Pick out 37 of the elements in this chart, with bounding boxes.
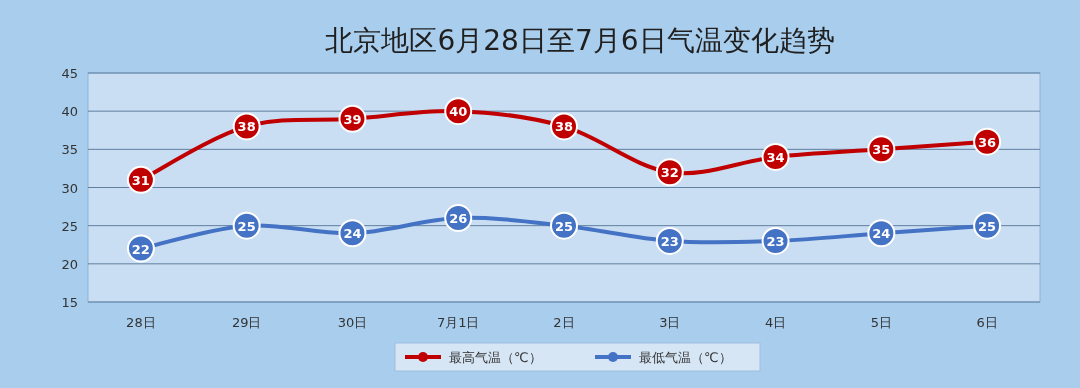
x-tick-label: 4日 — [764, 315, 787, 330]
x-tick-label: 28日 — [126, 315, 156, 330]
legend-label: 最低气温（℃） — [639, 350, 732, 365]
data-label: 32 — [660, 165, 679, 181]
data-label: 40 — [449, 104, 468, 120]
y-tick-label: 40 — [61, 104, 78, 120]
data-label: 31 — [131, 172, 150, 188]
data-label: 36 — [978, 134, 997, 150]
data-label: 34 — [766, 149, 785, 165]
data-label: 25 — [554, 218, 574, 234]
data-label: 24 — [872, 226, 891, 242]
x-tick-label: 7月1日 — [436, 315, 480, 330]
data-label: 24 — [343, 226, 362, 242]
data-label: 25 — [237, 218, 256, 234]
data-label: 39 — [343, 111, 362, 127]
data-label: 38 — [237, 119, 256, 135]
x-tick-label: 6日 — [976, 315, 998, 330]
data-label: 25 — [978, 218, 997, 234]
y-tick-label: 30 — [61, 180, 78, 196]
data-label: 26 — [449, 211, 468, 227]
y-tick-label: 20 — [61, 256, 78, 272]
x-tick-label: 5日 — [870, 315, 892, 330]
x-tick-label: 29日 — [231, 315, 262, 330]
x-tick-label: 2日 — [553, 315, 575, 330]
legend-label: 最高气温（℃） — [449, 350, 542, 365]
x-tick-label: 3日 — [659, 315, 681, 330]
y-tick-label: 45 — [61, 66, 78, 81]
data-label: 35 — [872, 142, 891, 158]
y-tick-label: 25 — [61, 218, 78, 234]
y-tick-label: 35 — [61, 142, 78, 158]
y-tick-label: 15 — [61, 295, 78, 310]
data-label: 23 — [766, 233, 785, 249]
data-label: 22 — [131, 241, 150, 257]
data-label: 38 — [554, 119, 574, 135]
x-tick-label: 30日 — [337, 315, 368, 330]
chart-title: 北京地区6月28日至7月6日气温变化趋势 — [325, 24, 835, 57]
data-label: 23 — [660, 233, 679, 249]
